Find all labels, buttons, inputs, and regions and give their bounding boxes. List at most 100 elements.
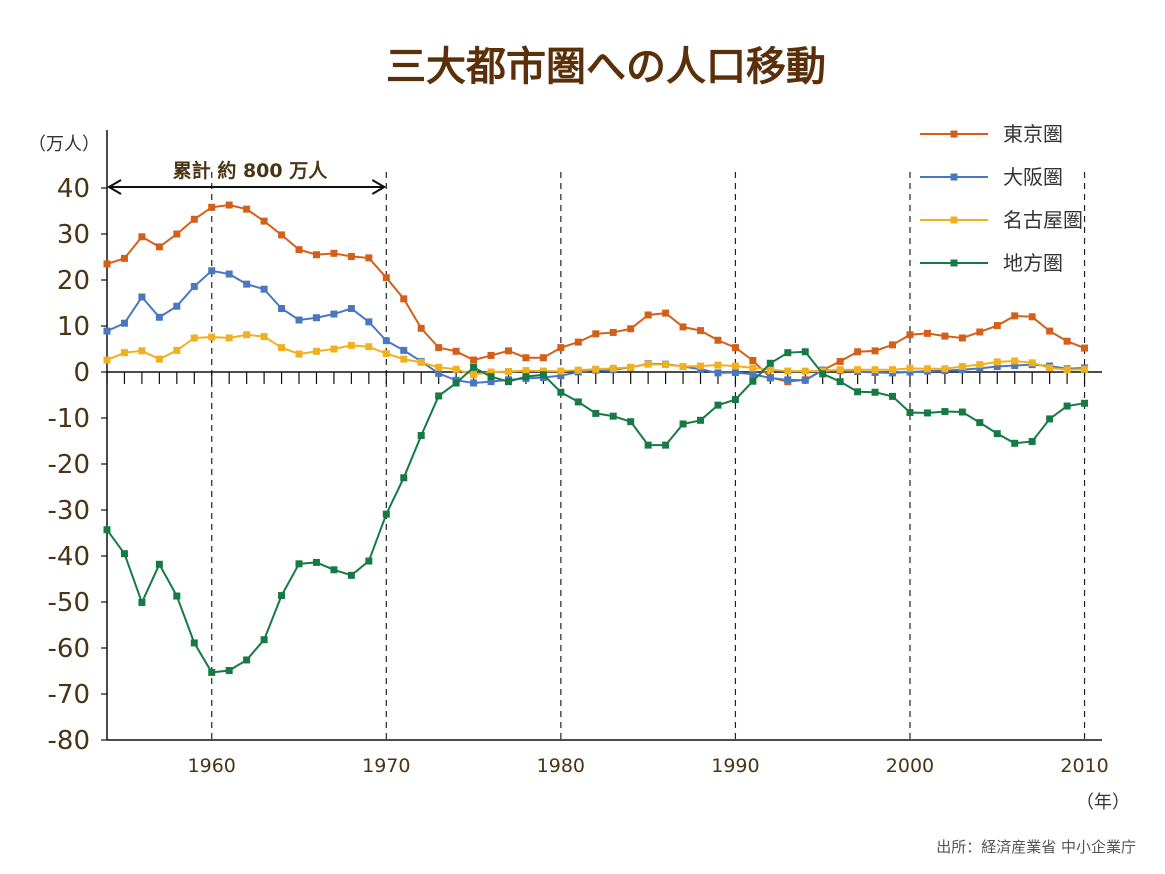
data-point <box>347 253 355 261</box>
data-point <box>749 377 757 385</box>
data-point <box>731 396 739 404</box>
data-point <box>435 363 443 371</box>
data-point <box>504 347 512 355</box>
data-point <box>470 356 478 364</box>
data-point <box>120 319 128 327</box>
data-point <box>1046 364 1054 372</box>
data-point <box>225 201 233 209</box>
data-point <box>295 350 303 358</box>
data-point <box>662 309 670 317</box>
data-point <box>539 367 547 375</box>
data-point <box>138 598 146 606</box>
data-point <box>592 409 600 417</box>
annotation-arrow-left-head <box>107 179 122 195</box>
data-point <box>889 366 897 374</box>
data-point <box>487 373 495 381</box>
legend-marker <box>950 130 958 138</box>
legend-label: 名古屋圏 <box>1003 208 1083 232</box>
data-point <box>749 370 757 378</box>
data-point <box>260 333 268 341</box>
data-point <box>1046 415 1054 423</box>
data-point <box>487 378 495 386</box>
data-point <box>382 350 390 358</box>
legend-label: 大阪圏 <box>1003 165 1063 189</box>
data-point <box>435 392 443 400</box>
x-tick-label: 2000 <box>886 755 934 777</box>
data-point <box>400 474 408 482</box>
data-point <box>173 592 181 600</box>
series-3 <box>103 348 1089 676</box>
data-point <box>155 560 163 568</box>
data-point <box>784 376 792 384</box>
data-point <box>243 656 251 664</box>
data-point <box>766 374 774 382</box>
data-point <box>819 370 827 378</box>
data-point <box>190 215 198 223</box>
data-point <box>347 571 355 579</box>
legend-marker <box>950 259 958 267</box>
data-point <box>714 401 722 409</box>
data-point <box>1046 327 1054 335</box>
data-point <box>993 362 1001 370</box>
y-tick-label: 40 <box>57 174 90 204</box>
data-point <box>854 348 862 356</box>
data-point <box>190 639 198 647</box>
data-point <box>435 369 443 377</box>
cumulative-annotation: 累計 約 800 万人 <box>107 159 387 195</box>
data-point <box>382 337 390 345</box>
y-tick-label: -80 <box>48 726 90 756</box>
y-tick-label: -60 <box>48 634 90 664</box>
x-axis-tick-labels: 1960 1970 1980 1990 2000 2010 <box>188 755 1109 777</box>
data-point <box>522 367 530 375</box>
data-point <box>400 355 408 363</box>
data-point <box>138 233 146 241</box>
data-point <box>906 368 914 376</box>
y-tick-label: 10 <box>57 312 90 342</box>
data-point <box>609 412 617 420</box>
data-point <box>679 420 687 428</box>
data-point <box>225 667 233 675</box>
data-point <box>574 338 582 346</box>
vertical-gridlines <box>211 172 1086 740</box>
data-point <box>557 344 565 352</box>
data-point <box>574 398 582 406</box>
data-point <box>871 366 879 374</box>
data-point <box>1028 359 1036 367</box>
data-point <box>731 362 739 370</box>
data-point <box>330 249 338 257</box>
y-tick-label: 20 <box>57 266 90 296</box>
data-point <box>522 354 530 362</box>
data-point <box>295 316 303 324</box>
data-point <box>976 364 984 372</box>
data-point <box>103 356 111 364</box>
data-point <box>120 550 128 558</box>
data-point <box>365 254 373 262</box>
data-point <box>801 376 809 384</box>
x-tick-label: 1980 <box>537 755 585 777</box>
data-point <box>312 314 320 322</box>
data-point <box>312 558 320 566</box>
data-point <box>208 668 216 676</box>
data-point <box>644 311 652 319</box>
data-point <box>470 371 478 379</box>
x-tick-label: 1970 <box>362 755 410 777</box>
data-point <box>347 341 355 349</box>
data-point <box>993 322 1001 330</box>
data-point <box>435 344 443 352</box>
data-point <box>854 366 862 374</box>
data-point <box>382 510 390 518</box>
data-point <box>801 367 809 375</box>
data-point <box>120 254 128 262</box>
data-point <box>697 416 705 424</box>
data-point <box>138 347 146 355</box>
data-point <box>749 364 757 372</box>
data-point <box>470 363 478 371</box>
data-point <box>766 359 774 367</box>
data-point <box>173 302 181 310</box>
data-point <box>906 408 914 416</box>
data-point <box>1011 357 1019 365</box>
data-point <box>662 361 670 369</box>
data-point <box>731 368 739 376</box>
data-point <box>522 373 530 381</box>
data-point <box>993 358 1001 366</box>
